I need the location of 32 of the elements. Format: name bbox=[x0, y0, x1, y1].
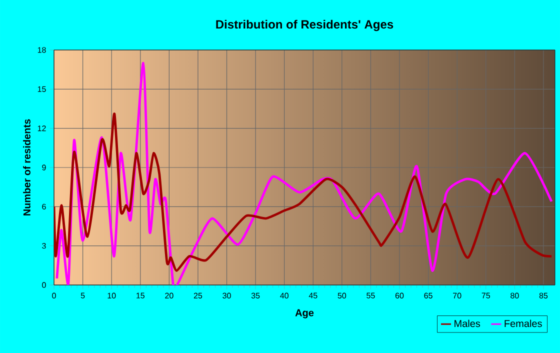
x-tick-label: 70 bbox=[453, 292, 462, 298]
x-tick-label: 20 bbox=[165, 292, 174, 298]
x-tick-label: 40 bbox=[280, 292, 288, 298]
x-tick-label: 80 bbox=[510, 292, 519, 298]
x-tick-label: 55 bbox=[366, 292, 375, 298]
y-tick-label: 18 bbox=[38, 47, 46, 53]
x-tick-label: 35 bbox=[251, 292, 260, 298]
x-tick-label: 65 bbox=[424, 292, 432, 298]
chart-title: Distribution of Residents' Ages bbox=[216, 20, 394, 32]
x-tick-label: 25 bbox=[194, 292, 202, 298]
line-series bbox=[54, 112, 553, 272]
x-axis-title: Age bbox=[295, 309, 314, 318]
x-tick-label: 75 bbox=[482, 292, 490, 298]
x-tick-label: 15 bbox=[136, 292, 144, 298]
y-tick-label: 0 bbox=[42, 282, 46, 288]
x-tick-label: 30 bbox=[222, 292, 231, 298]
y-tick-label: 3 bbox=[42, 242, 46, 249]
x-tick-label: 0 bbox=[52, 292, 56, 298]
y-axis-title: Number of residents bbox=[23, 119, 30, 216]
x-tick-label: 85 bbox=[539, 292, 548, 298]
legend-label: Females bbox=[504, 320, 542, 328]
y-tick-label: 12 bbox=[38, 126, 46, 132]
legend-label: Males bbox=[454, 320, 480, 328]
y-tick-label: 9 bbox=[42, 164, 46, 170]
line-series bbox=[56, 62, 553, 285]
x-tick-label: 45 bbox=[308, 292, 318, 298]
y-tick-label: 6 bbox=[42, 204, 46, 210]
x-tick-label: 5 bbox=[80, 292, 85, 298]
x-tick-label: 60 bbox=[395, 292, 404, 298]
x-tick-label: 50 bbox=[338, 292, 346, 298]
x-tick-label: 10 bbox=[108, 292, 116, 298]
y-tick-label: 15 bbox=[38, 86, 46, 92]
